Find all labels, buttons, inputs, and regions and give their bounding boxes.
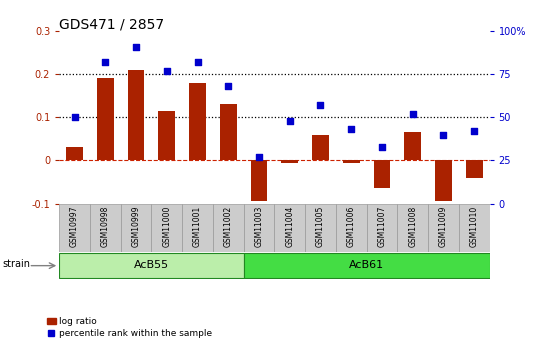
Bar: [220, 104, 237, 160]
Bar: [244, 253, 490, 278]
Point: [408, 111, 417, 117]
Point: [101, 59, 110, 65]
Bar: [373, 160, 391, 188]
Point: [439, 132, 448, 137]
Bar: [428, 204, 459, 252]
Point: [316, 102, 325, 108]
Point: [378, 144, 386, 149]
Bar: [281, 160, 298, 162]
Bar: [128, 70, 145, 160]
Bar: [244, 204, 274, 252]
Point: [70, 115, 79, 120]
Bar: [305, 204, 336, 252]
Bar: [189, 83, 206, 160]
Text: GSM11001: GSM11001: [193, 206, 202, 247]
Point: [162, 68, 171, 73]
Text: GSM10997: GSM10997: [70, 206, 79, 247]
Text: GSM11005: GSM11005: [316, 206, 325, 247]
Text: GSM11003: GSM11003: [254, 206, 264, 247]
Point: [193, 59, 202, 65]
Bar: [312, 135, 329, 160]
Bar: [158, 111, 175, 160]
Text: GSM11000: GSM11000: [162, 206, 171, 247]
Point: [286, 118, 294, 124]
Text: GDS471 / 2857: GDS471 / 2857: [59, 17, 164, 31]
Text: GSM11006: GSM11006: [346, 206, 356, 247]
Bar: [121, 204, 151, 252]
Bar: [435, 160, 452, 201]
Bar: [251, 160, 267, 201]
Text: GSM11010: GSM11010: [470, 206, 479, 247]
Point: [254, 154, 263, 160]
Bar: [59, 204, 90, 252]
Bar: [97, 79, 114, 160]
Text: GSM10998: GSM10998: [101, 206, 110, 247]
Bar: [59, 253, 244, 278]
Text: GSM11007: GSM11007: [378, 206, 386, 247]
Text: strain: strain: [3, 259, 31, 269]
Text: GSM11002: GSM11002: [224, 206, 233, 247]
Bar: [366, 204, 398, 252]
Bar: [336, 204, 366, 252]
Bar: [459, 204, 490, 252]
Legend: log ratio, percentile rank within the sample: log ratio, percentile rank within the sa…: [43, 314, 216, 342]
Text: GSM11004: GSM11004: [285, 206, 294, 247]
Text: GSM11008: GSM11008: [408, 206, 417, 247]
Text: AcB61: AcB61: [349, 260, 384, 270]
Bar: [404, 132, 421, 160]
Bar: [398, 204, 428, 252]
Bar: [343, 160, 360, 162]
Bar: [90, 204, 121, 252]
Point: [224, 83, 232, 89]
Bar: [182, 204, 213, 252]
Point: [470, 128, 478, 134]
Bar: [274, 204, 305, 252]
Bar: [213, 204, 244, 252]
Bar: [466, 160, 483, 178]
Bar: [151, 204, 182, 252]
Text: GSM10999: GSM10999: [131, 206, 140, 247]
Text: AcB55: AcB55: [134, 260, 169, 270]
Point: [132, 44, 140, 49]
Bar: [66, 148, 83, 160]
Text: GSM11009: GSM11009: [439, 206, 448, 247]
Point: [347, 127, 356, 132]
